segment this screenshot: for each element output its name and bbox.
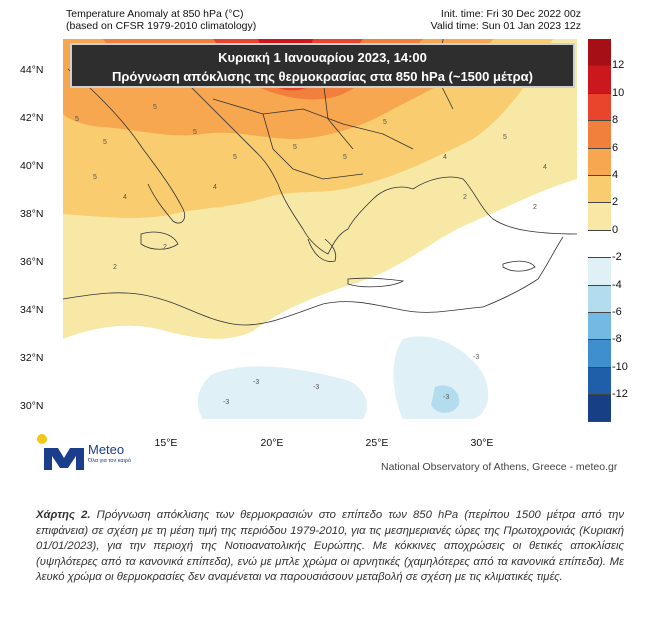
svg-text:-3: -3 [253, 379, 259, 386]
svg-text:2: 2 [113, 264, 117, 271]
map-title-line1: Temperature Anomaly at 850 hPa (°C) [66, 8, 244, 20]
svg-text:-3: -3 [313, 384, 319, 391]
colorbar-swatch [588, 93, 611, 122]
colorbar-swatch [588, 203, 611, 231]
anomaly-map-canvas: 5 5 5 5 5 5 5 5 5 4 4 4 5 4 2 2 2 2 -3 -3 -3 -3 -3 [63, 39, 577, 419]
colorbar-swatch [588, 285, 611, 313]
lat-label: 34°N [20, 304, 44, 316]
colorbar-tick-label: -4 [612, 278, 622, 291]
colorbar-swatch [588, 66, 611, 94]
svg-text:5: 5 [383, 119, 387, 126]
colorbar-swatch [588, 121, 611, 149]
svg-text:5: 5 [343, 154, 347, 161]
lat-label: 44°N [20, 64, 44, 76]
colorbar-swatch [588, 258, 611, 286]
colorbar-tick-label: -6 [612, 306, 622, 318]
lon-label: 25°E [365, 437, 389, 449]
map-title-line2: (based on CFSR 1979-2010 climatology) [66, 20, 257, 32]
forecast-times: Init. time: Fri 30 Dec 2022 00z Valid ti… [431, 8, 581, 32]
svg-text:2: 2 [163, 244, 167, 251]
colorbar-swatch [588, 39, 611, 67]
logo-tagline: Όλα για τον καιρό [88, 458, 132, 464]
lon-label: 15°E [154, 437, 178, 449]
svg-text:4: 4 [123, 194, 127, 201]
colorbar [588, 39, 611, 423]
colorbar-swatch [588, 230, 611, 259]
lat-label: 40°N [20, 160, 44, 172]
map-title: Temperature Anomaly at 850 hPa (°C) (bas… [66, 8, 256, 32]
meteo-logo-mark [37, 434, 84, 470]
svg-text:-3: -3 [223, 399, 229, 406]
colorbar-swatch [588, 312, 611, 341]
valid-time: Valid time: Sun 01 Jan 2023 12z [430, 20, 581, 32]
svg-text:4: 4 [443, 154, 447, 161]
colorbar-tick-label: 0 [612, 223, 619, 236]
lon-label: 30°E [470, 437, 494, 449]
svg-text:-3: -3 [443, 394, 449, 401]
svg-text:5: 5 [75, 116, 79, 123]
svg-text:2: 2 [463, 194, 467, 201]
lat-label: 30°N [20, 400, 44, 412]
svg-text:2: 2 [533, 204, 537, 211]
colorbar-tick-label: -2 [612, 251, 622, 264]
meteo-logo: Meteo Όλα για τον καιρό [36, 432, 136, 472]
svg-text:5: 5 [503, 134, 507, 141]
svg-text:5: 5 [293, 144, 297, 151]
colorbar-swatch [588, 395, 611, 423]
colorbar-tick-label: -12 [612, 388, 628, 401]
forecast-banner: Κυριακή 1 Ιανουαρίου 2023, 14:00 Πρόγνωσ… [70, 43, 575, 88]
svg-text:5: 5 [93, 174, 97, 181]
colorbar-tick-label: -10 [612, 360, 628, 373]
colorbar-tick-label: 4 [612, 169, 619, 181]
figure-caption: Χάρτης 2. Πρόγνωση απόκλισης των θερμοκρ… [36, 508, 624, 586]
init-time: Init. time: Fri 30 Dec 2022 00z [440, 8, 581, 20]
colorbar-swatch [588, 367, 611, 396]
colorbar-swatch [588, 340, 611, 368]
banner-date: Κυριακή 1 Ιανουαρίου 2023, 14:00 [218, 50, 427, 65]
colorbar-tick-label: 2 [612, 196, 619, 209]
lat-label: 42°N [20, 112, 44, 124]
svg-text:5: 5 [153, 104, 157, 111]
colorbar-tick-label: 6 [612, 141, 619, 154]
contour-labels: 5 5 5 5 5 5 5 5 5 4 4 4 5 4 2 2 2 2 -3 -3 -3 -3 -3 [75, 104, 547, 406]
credit: National Observatory of Athens, Greece -… [381, 461, 618, 473]
lon-label: 20°E [260, 437, 284, 449]
lat-label: 38°N [20, 208, 44, 220]
svg-text:4: 4 [543, 164, 547, 171]
colorbar-swatch [588, 148, 611, 176]
colorbar-tick-label: 10 [612, 86, 625, 99]
banner-description: Πρόγνωση απόκλισης της θερμοκρασίας στα … [112, 69, 533, 84]
colorbar-tick-label: -8 [612, 333, 622, 346]
lat-label: 32°N [20, 352, 44, 364]
colorbar-tick-label: 12 [612, 59, 625, 72]
svg-text:-3: -3 [473, 354, 479, 361]
svg-text:5: 5 [103, 139, 107, 146]
svg-text:4: 4 [213, 184, 217, 191]
caption-label: Χάρτης 2. [36, 509, 91, 521]
colorbar-swatch [588, 175, 611, 204]
caption-text: Πρόγνωση απόκλισης των θερμοκρασιών στο … [36, 509, 624, 583]
lat-label: 36°N [20, 256, 44, 268]
colorbar-tick-label: 8 [612, 114, 619, 127]
svg-text:5: 5 [193, 129, 197, 136]
logo-brand: Meteo [88, 442, 125, 457]
anomaly-map: 5 5 5 5 5 5 5 5 5 4 4 4 5 4 2 2 2 2 -3 -3 -3 -3 -3 [63, 39, 577, 419]
svg-text:5: 5 [233, 154, 237, 161]
